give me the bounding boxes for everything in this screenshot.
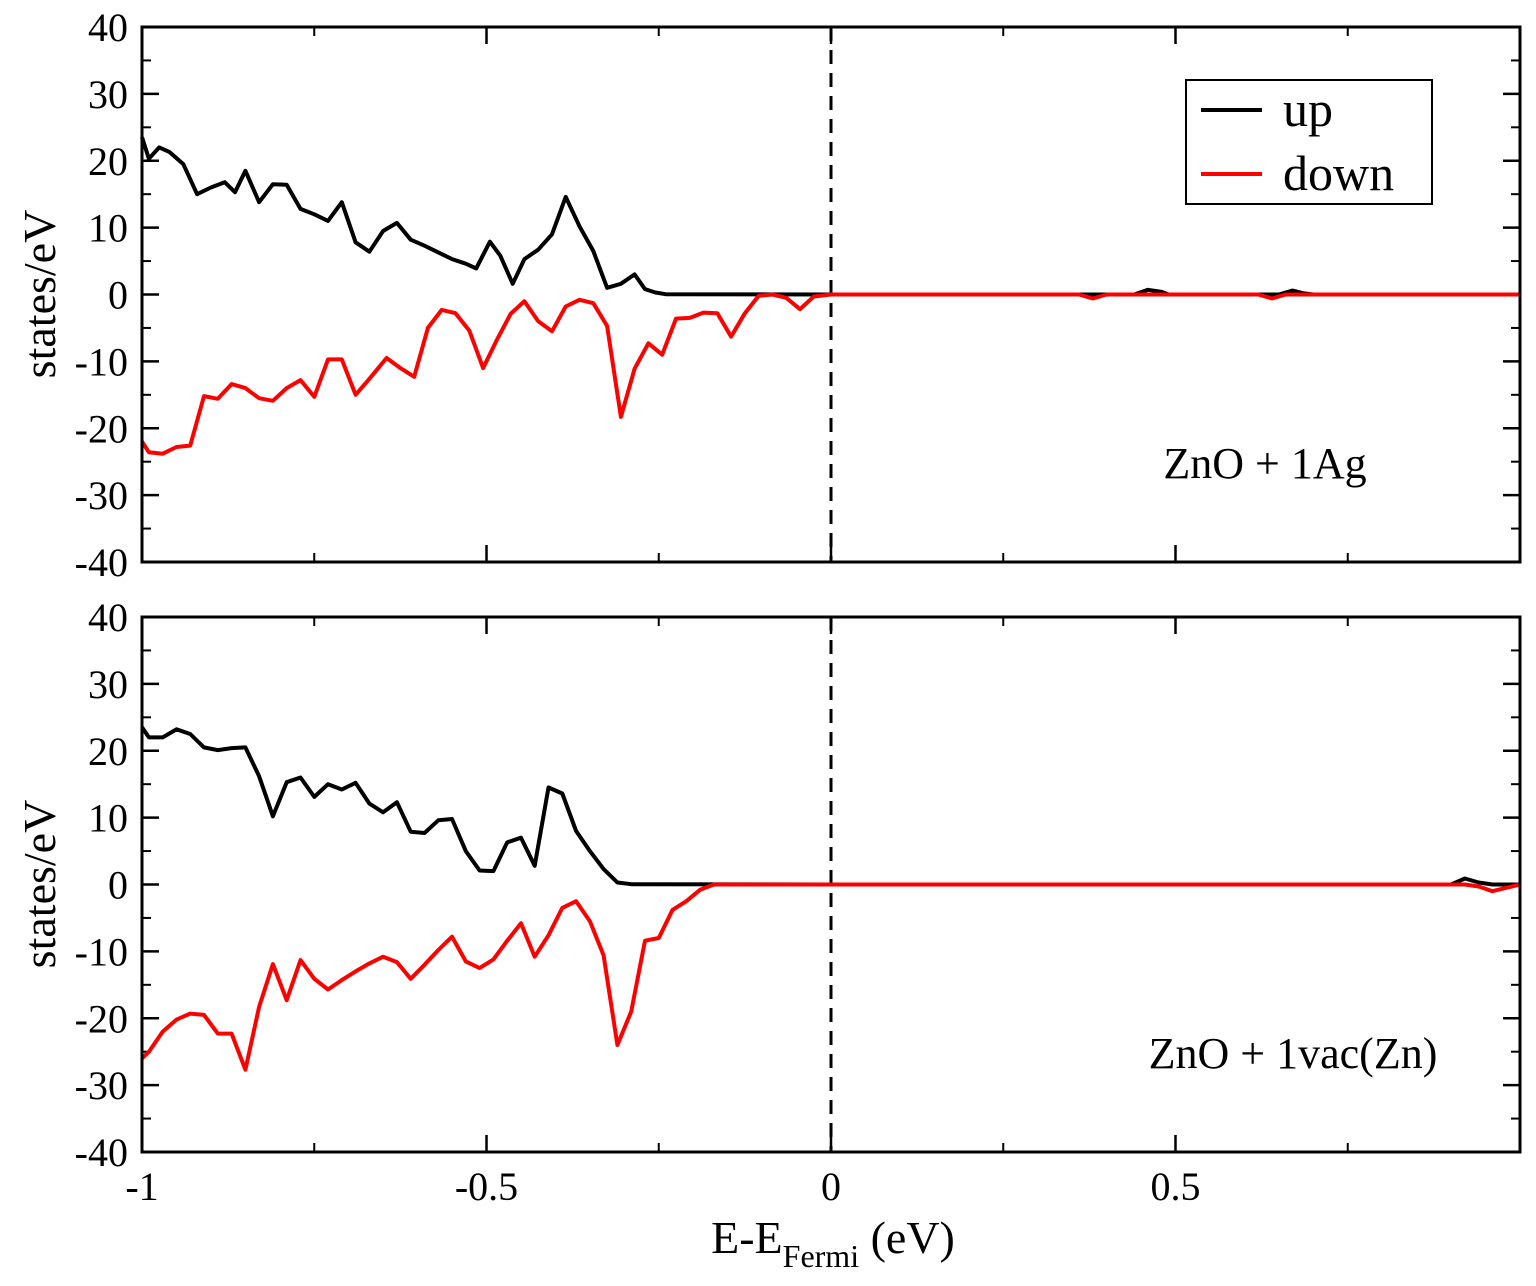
y-tick-label: -40: [75, 1130, 128, 1175]
legend-label-down: down: [1283, 145, 1394, 201]
x-axis-title-subscript: Fermi: [783, 1238, 860, 1274]
x-axis-title-main: E-E: [711, 1212, 783, 1263]
y-tick-label: 40: [88, 595, 128, 640]
x-tick-label: -0.5: [455, 1164, 518, 1209]
panel-bottom: -40 -30 -20 -10 0 10 20 30 40 -1 -0.5 0 0.5 states/eV…: [14, 595, 1522, 1209]
y-tick-label: 30: [88, 72, 128, 117]
y-tick-label: 20: [88, 729, 128, 774]
x-tick-label: -1: [125, 1164, 158, 1209]
x-tick-label: 0.5: [1151, 1164, 1201, 1209]
y-tick-label: -30: [75, 473, 128, 518]
y-axis-title: states/eV: [14, 210, 65, 379]
series-down-line: [140, 882, 1521, 1072]
series-down-line: [140, 292, 1520, 456]
x-axis-title-tail: (eV): [859, 1212, 955, 1263]
y-tick-label: 10: [88, 206, 128, 251]
y-tick-label: -10: [75, 339, 128, 384]
y-tick-label: -30: [75, 1063, 128, 1108]
y-tick-label: -10: [75, 929, 128, 974]
y-tick-label: 0: [108, 863, 128, 908]
x-axis-title: E-EFermi (eV): [711, 1212, 955, 1274]
y-tick-label: -20: [75, 996, 128, 1041]
y-tick-label: 10: [88, 796, 128, 841]
y-tick-label: 30: [88, 662, 128, 707]
x-tick-label: 0: [821, 1164, 841, 1209]
series-up-line: [140, 726, 1520, 887]
y-tick-label: -40: [75, 540, 128, 585]
plot-frame: [140, 615, 1522, 1154]
y-axis-title: states/eV: [14, 800, 65, 969]
y-tick-label: 0: [108, 273, 128, 318]
y-tick-label: 40: [88, 5, 128, 50]
legend-label-up: up: [1283, 81, 1333, 137]
legend-box: [1185, 79, 1433, 205]
panel-annotation: ZnO + 1Ag: [1163, 439, 1366, 488]
legend: up down: [1185, 79, 1433, 205]
y-tick-label: -20: [75, 406, 128, 451]
plot-frame: [140, 25, 1522, 564]
y-tick-label: 20: [88, 139, 128, 184]
panel-top: -40 -30 -20 -10 0 10 20 30 40 states/eV ZnO + 1Ag u…: [14, 5, 1522, 585]
panel-annotation: ZnO + 1vac(Zn): [1149, 1029, 1438, 1078]
